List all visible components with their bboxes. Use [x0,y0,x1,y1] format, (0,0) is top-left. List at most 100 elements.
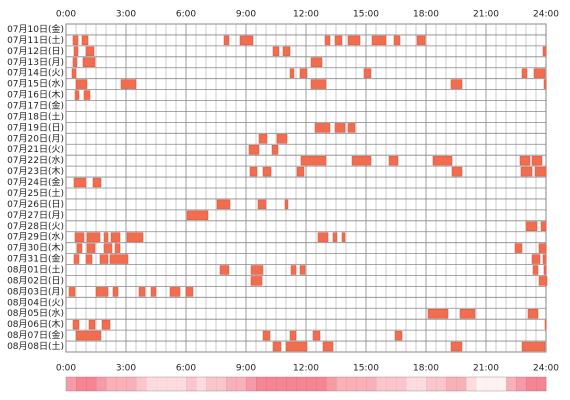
heat-cell [86,377,97,391]
activity-bar [310,79,327,89]
activity-bar [416,35,426,46]
activity-bar [258,134,268,144]
row-label: 07月23日(木) [7,165,64,177]
row-label: 08月04日(火) [7,297,64,308]
activity-bar [250,265,264,275]
heat-cell [466,377,477,391]
row-label: 07月20日(月) [7,133,64,144]
strip-tick-label: 9:00 [236,364,256,374]
strip-tick-label: 18:00 [413,364,439,374]
activity-bar [289,68,295,78]
activity-bar [312,330,321,341]
activity-bar [262,166,272,177]
heat-cell [406,377,417,391]
row-label: 08月05日(水) [7,307,64,319]
activity-bar [71,68,77,78]
activity-bar [120,79,137,89]
activity-bar [257,199,267,210]
activity-bar [544,319,547,330]
activity-bar [75,330,102,341]
activity-bar [272,46,280,57]
activity-bar [276,134,288,144]
activity-bar [85,254,93,264]
heat-cell [426,377,437,391]
activity-bar [334,123,346,133]
activity-bar [239,35,254,46]
activity-bar [72,57,78,67]
heat-cell [236,377,247,391]
activity-bar [527,309,539,319]
row-label: 07月30日(木) [7,242,64,254]
activity-bar [248,145,260,155]
activity-bar [272,341,282,352]
activity-bar [538,276,548,286]
heat-cell [266,377,277,391]
row-label: 07月22日(水) [7,154,64,166]
heat-cell [536,377,547,391]
activity-bar [459,309,476,319]
activity-bar [74,232,85,242]
activity-bar [216,199,231,210]
strip-tick-label: 12:00 [293,364,319,374]
activity-bar [88,319,96,330]
heat-cell [216,377,227,391]
row-label: 07月16日(木) [7,89,64,101]
activity-bar [68,287,76,297]
activity-bar [432,155,453,166]
activity-bar [150,287,157,297]
activity-bar [451,166,463,177]
activity-bar [249,166,258,177]
activity-bar [543,265,547,275]
activity-bar [300,155,327,166]
activity-bar [531,155,543,166]
activity-bar [525,221,538,231]
activity-bar [76,243,83,253]
activity-bar [284,199,289,210]
activity-bar [393,35,401,46]
activity-bar [324,35,331,46]
activity-bar [103,243,113,253]
heat-cell [176,377,187,391]
activity-bar [388,155,399,166]
heat-cell [166,377,177,391]
strip-tick-label: 3:00 [116,364,136,374]
activity-bar [83,90,91,100]
activity-bar [290,265,297,275]
activity-bar [521,68,528,78]
activity-bar [543,79,547,89]
activity-bar [341,232,346,242]
row-label: 07月21日(火) [7,144,64,155]
heat-cell [146,377,157,391]
heat-cell [446,377,457,391]
activity-bar [450,341,463,352]
activity-bar [514,243,523,253]
activity-bar [538,243,547,253]
heat-cell [336,377,347,391]
heat-cell [286,377,297,391]
heat-cell [436,377,447,391]
heat-cell [186,377,197,391]
x-tick-label: 15:00 [353,10,379,20]
activity-bar [394,330,403,341]
activity-bar [542,254,547,264]
x-tick-label: 12:00 [293,10,319,20]
activity-bar [542,46,547,57]
heat-cell [416,377,427,391]
activity-bar [72,35,79,46]
heat-cell [106,377,117,391]
activity-bar [262,330,271,341]
x-tick-label: 0:00 [56,10,76,20]
heat-cell [296,377,307,391]
activity-bar [82,57,96,67]
heat-cell [526,377,537,391]
activity-bar [72,319,80,330]
row-label: 07月25日(土) [7,187,64,199]
activity-bar [427,309,449,319]
activity-bar [285,341,308,352]
strip-tick-label: 6:00 [176,364,196,374]
activity-bar [332,232,338,242]
activity-bar [223,35,230,46]
row-label: 08月06日(木) [7,318,64,330]
heat-cell [496,377,507,391]
activity-bar [363,68,372,78]
